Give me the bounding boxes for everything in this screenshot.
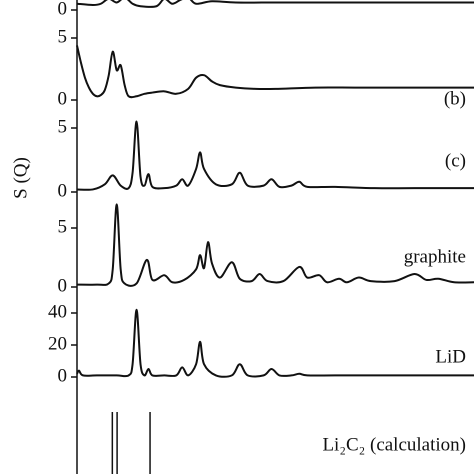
panel-label: (b) xyxy=(444,88,466,109)
panel-label: graphite xyxy=(404,246,466,267)
y-tick-label: 5 xyxy=(58,216,68,237)
y-axis-label: S (Q) xyxy=(10,157,31,199)
curve xyxy=(76,120,474,191)
y-tick-label: 0 xyxy=(58,365,68,386)
y-tick-label: 0 xyxy=(58,0,68,19)
y-tick-label: 0 xyxy=(58,275,68,296)
curve xyxy=(76,0,474,8)
curve xyxy=(76,45,474,99)
y-tick-label: 5 xyxy=(58,26,68,47)
y-tick-label: 0 xyxy=(58,180,68,201)
y-tick-label: 40 xyxy=(48,301,67,322)
y-tick-label: 20 xyxy=(48,333,67,354)
panel-label: (c) xyxy=(445,150,466,171)
stick-label: Li₂C₂ (calculation) xyxy=(322,434,466,455)
y-tick-label: 5 xyxy=(58,116,68,137)
curve xyxy=(76,203,474,287)
curve xyxy=(76,308,474,378)
y-tick-label: 0 xyxy=(58,88,68,109)
panel-label: LiD xyxy=(435,346,466,367)
